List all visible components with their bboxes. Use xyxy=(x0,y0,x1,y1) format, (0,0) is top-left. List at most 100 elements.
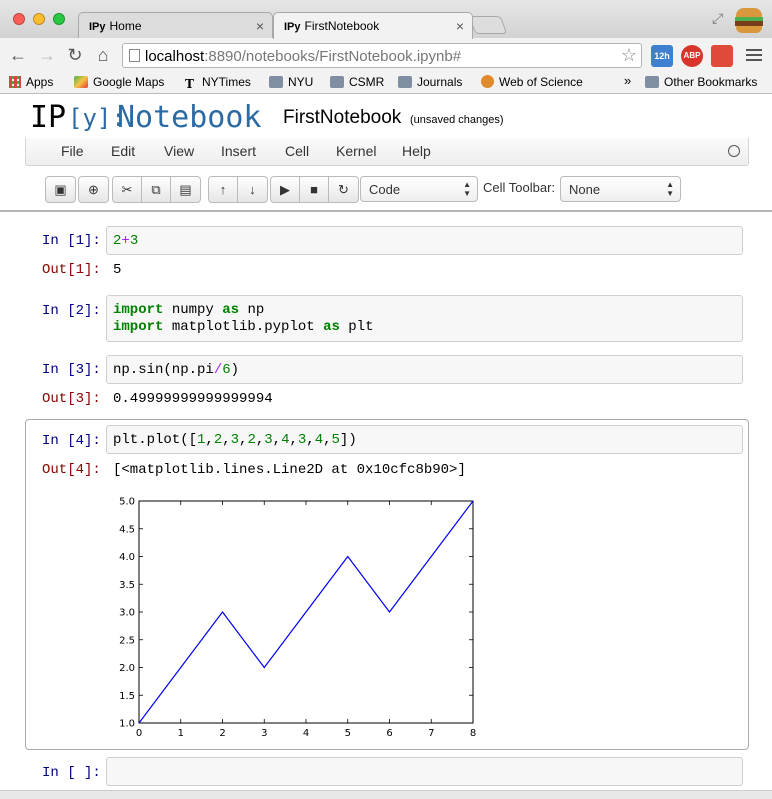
menu-kernel[interactable]: Kernel xyxy=(336,143,377,159)
bookmark-label: Web of Science xyxy=(499,75,583,89)
run-group: ▶ ■ ↻ xyxy=(270,176,359,203)
x-tick-label: 7 xyxy=(428,728,434,739)
tab-firstnotebook[interactable]: IPy FirstNotebook × xyxy=(273,12,473,39)
code-input[interactable]: np.sin(np.pi/6) xyxy=(106,355,743,384)
tab-title: FirstNotebook xyxy=(304,19,380,33)
move-group: ↑ ↓ xyxy=(208,176,268,203)
bookmark-other-bookmarks[interactable]: Other Bookmarks xyxy=(645,75,757,89)
save-icon[interactable]: ▣ xyxy=(54,182,67,197)
input-prompt: In [2]: xyxy=(42,303,101,319)
restart-icon[interactable]: ↻ xyxy=(338,182,349,197)
input-prompt: In [3]: xyxy=(42,362,101,378)
output-text: 0.49999999999999994 xyxy=(113,391,273,407)
back-arrow-icon[interactable]: ← xyxy=(9,45,27,65)
zoom-window-button[interactable] xyxy=(53,13,65,25)
tab-home[interactable]: IPy Home × xyxy=(78,12,273,39)
y-tick-label: 2.5 xyxy=(119,635,135,646)
apps-grid-icon xyxy=(9,76,21,88)
page-icon xyxy=(129,49,140,62)
cell-toolbar-select[interactable]: None ▲ ▼ xyxy=(560,176,681,202)
bookmark-nytimes[interactable]: T NYTimes xyxy=(185,75,251,91)
output-prompt: Out[1]: xyxy=(42,262,101,278)
nytimes-icon: T xyxy=(185,77,194,91)
reload-icon[interactable]: ↻ xyxy=(67,45,83,65)
bookmark-csmr[interactable]: CSMR xyxy=(330,75,384,89)
url-path: :8890/notebooks/FirstNotebook.ipynb# xyxy=(204,48,462,65)
menu-edit[interactable]: Edit xyxy=(111,143,136,159)
cell-type-select[interactable]: Code ▲ ▼ xyxy=(360,176,478,202)
copy-icon[interactable]: ⧉ xyxy=(142,177,171,202)
y-tick-label: 4.5 xyxy=(119,524,135,535)
notebook-toolbar: ▣ ⊕ ✂ ⧉ ▤ ↑ ↓ ▶ ■ ↻ Code ▲ ▼ Cell Toolbar… xyxy=(0,166,772,210)
code-input[interactable] xyxy=(106,757,743,786)
menu-view[interactable]: View xyxy=(164,143,195,159)
browser-titlebar: IPy Home × IPy FirstNotebook × ⤢ xyxy=(0,0,772,39)
notebook-name[interactable]: FirstNotebook xyxy=(283,107,402,128)
ipython-logo-notebook: Notebook xyxy=(117,100,262,135)
bookmark-label: Apps xyxy=(26,75,54,89)
insert-cell-icon[interactable]: ⊕ xyxy=(88,182,99,197)
matplotlib-line-chart: 1.0 1.5 2.0 2.5 3.0 3.5 4.0 4.5 5.0 0 1 2 3 4 5 6 7 8 xyxy=(119,497,476,740)
x-tick-label: 2 xyxy=(219,728,225,739)
bookmark-nyu[interactable]: NYU xyxy=(269,75,313,89)
bookmark-star-icon[interactable]: ☆ xyxy=(620,45,637,65)
select-arrows-icon: ▲ ▼ xyxy=(666,180,674,198)
folder-icon xyxy=(398,76,412,88)
bookmark-google-maps[interactable]: Google Maps xyxy=(74,75,164,89)
code-input[interactable]: import numpy as np import matplotlib.pyp… xyxy=(106,295,743,342)
cell-toolbar-value: None xyxy=(569,182,601,197)
bookmark-ext-icon[interactable] xyxy=(711,45,733,67)
forward-arrow-icon[interactable]: → xyxy=(38,45,56,65)
selected-cell-border[interactable] xyxy=(25,419,749,750)
paste-icon[interactable]: ▤ xyxy=(179,182,192,197)
x-tick-label: 8 xyxy=(470,728,476,739)
run-icon[interactable]: ▶ xyxy=(271,177,300,202)
profile-avatar[interactable] xyxy=(734,8,764,34)
minimize-window-button[interactable] xyxy=(33,13,45,25)
notebook-divider xyxy=(0,210,772,212)
bookmark-label: CSMR xyxy=(349,75,385,89)
bookmarks-bar: Apps Google Maps T NYTimes NYU CSMR Journ… xyxy=(0,72,772,94)
code-input[interactable]: plt.plot([1,2,3,2,3,4,3,4,5]) xyxy=(106,425,743,454)
y-tick-label: 4.0 xyxy=(119,552,135,563)
home-icon[interactable]: ⌂ xyxy=(97,45,109,65)
ipython-favicon-icon: IPy xyxy=(284,21,301,33)
calendar-icon[interactable]: 12h xyxy=(651,45,673,67)
input-prompt: In [ ]: xyxy=(42,765,101,781)
input-prompt: In [1]: xyxy=(42,233,101,249)
menu-help[interactable]: Help xyxy=(402,143,431,159)
output-prompt: Out[4]: xyxy=(42,462,101,478)
address-bar[interactable]: localhost:8890/notebooks/FirstNotebook.i… xyxy=(122,43,642,68)
y-tick-label: 5.0 xyxy=(119,497,135,508)
cut-icon[interactable]: ✂ xyxy=(113,177,142,202)
close-tab-icon[interactable]: × xyxy=(255,18,264,34)
chrome-menu-icon[interactable] xyxy=(746,49,762,64)
close-tab-icon[interactable]: × xyxy=(455,18,464,34)
bookmarks-overflow-chevron-icon[interactable]: » xyxy=(624,73,632,88)
menu-file[interactable]: File xyxy=(61,143,84,159)
bookmark-label: Journals xyxy=(417,75,463,89)
ipython-logo-y: [y]: xyxy=(68,104,126,132)
bookmark-apps[interactable]: Apps xyxy=(9,75,53,89)
menu-cell[interactable]: Cell xyxy=(285,143,310,159)
close-window-button[interactable] xyxy=(13,13,25,25)
new-tab-button[interactable] xyxy=(468,16,508,34)
interrupt-icon[interactable]: ■ xyxy=(300,177,329,202)
ipython-favicon-icon: IPy xyxy=(89,21,106,33)
menu-insert[interactable]: Insert xyxy=(221,143,257,159)
move-down-icon[interactable]: ↓ xyxy=(249,182,256,197)
save-status: (unsaved changes) xyxy=(410,114,504,126)
x-tick-label: 4 xyxy=(303,728,309,739)
adblock-icon[interactable]: ABP xyxy=(681,45,703,67)
bookmark-web-of-science[interactable]: Web of Science xyxy=(481,75,583,89)
cell-type-value: Code xyxy=(369,182,401,197)
url-host: localhost xyxy=(145,48,205,65)
bookmark-journals[interactable]: Journals xyxy=(398,75,462,89)
bookmark-label: Google Maps xyxy=(93,75,165,89)
folder-icon xyxy=(269,76,283,88)
code-input[interactable]: 2+3 xyxy=(106,226,743,255)
fullscreen-icon[interactable]: ⤢ xyxy=(712,10,724,26)
move-up-icon[interactable]: ↑ xyxy=(209,177,238,202)
folder-icon xyxy=(330,76,344,88)
browser-toolbar: ← → ↻ ⌂ localhost:8890/notebooks/FirstNo… xyxy=(0,38,772,72)
